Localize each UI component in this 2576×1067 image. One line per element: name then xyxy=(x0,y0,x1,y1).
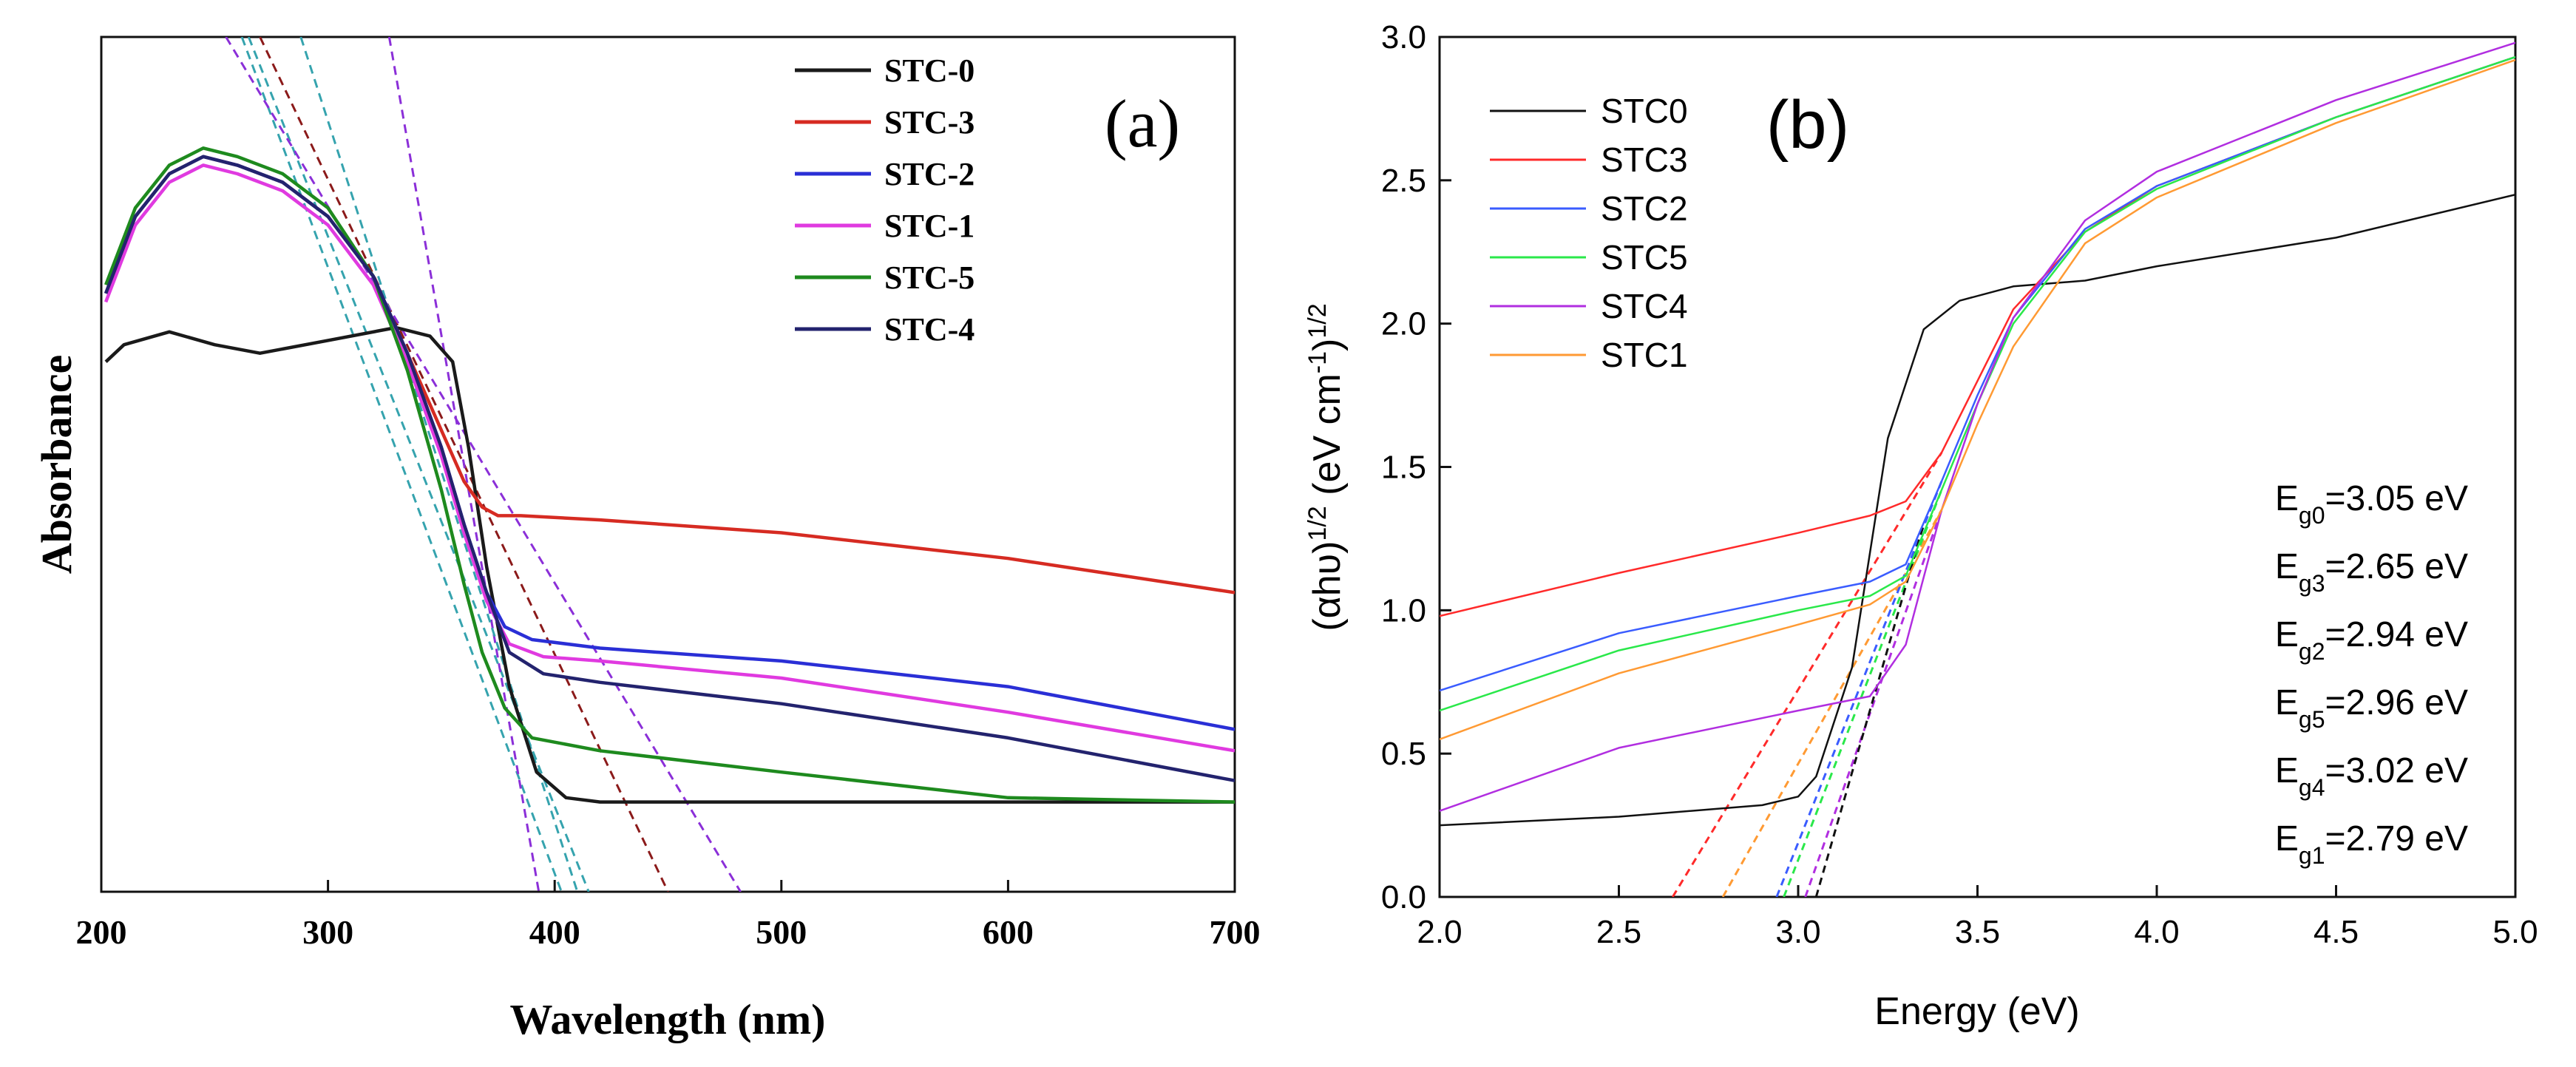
x-tick-label-a: 400 xyxy=(529,913,580,951)
ticks-b: 2.0 2.5 3.0 3.5 4.0 4.5 5.0 0.0 0.5 1.0 1.5 2.0 2.5 3… xyxy=(1381,19,2538,950)
ylabel-b-main: (αhυ) xyxy=(1306,541,1349,631)
panel-b: 2.0 2.5 3.0 3.5 4.0 4.5 5.0 0.0 0.5 1.0 1.5 2.0 2.5 3… xyxy=(1304,19,2538,1033)
x-tick-label-a: 500 xyxy=(756,913,807,951)
x-tick-label-a: 700 xyxy=(1210,913,1261,951)
y-tick-label-b: 0.5 xyxy=(1381,736,1426,772)
x-tick-label-b: 4.0 xyxy=(2134,914,2179,950)
x-tick-label-b: 2.5 xyxy=(1596,914,1641,950)
legend-label-b: STC5 xyxy=(1601,238,1688,277)
series-line-stc-4 xyxy=(104,155,1235,782)
legend-label-a: STC-4 xyxy=(884,311,975,348)
legend-label-a: STC-0 xyxy=(884,52,975,89)
tangent-line-b-5 xyxy=(1814,524,1925,897)
x-tick-label-a: 200 xyxy=(76,913,127,951)
ylabel-b-sup2: -1 xyxy=(1304,351,1332,373)
y-axis-label-b: (αhυ)1/2 (eV cm-1)1/2 xyxy=(1304,303,1349,631)
tangent-line-a-3 xyxy=(225,37,742,892)
tangent-line-b-3 xyxy=(1783,489,1943,897)
legend-label-b: STC3 xyxy=(1601,140,1688,179)
legend-label-b: STC0 xyxy=(1601,92,1688,130)
x-tick-label-b: 2.0 xyxy=(1417,914,1462,950)
legend-label-b: STC2 xyxy=(1601,189,1688,228)
series-line-stc4 xyxy=(1440,41,2515,812)
ylabel-b-end: ) xyxy=(1306,339,1349,351)
x-tick-label-b: 3.0 xyxy=(1775,914,1820,950)
tangent-line-b-0 xyxy=(1671,452,1943,897)
x-tick-label-a: 600 xyxy=(983,913,1034,951)
legend-label-b: STC4 xyxy=(1601,287,1688,325)
x-axis-label-a: Wavelength (nm) xyxy=(510,995,826,1043)
legend-label-a: STC-1 xyxy=(884,208,975,244)
series-line-stc-0 xyxy=(104,325,1235,804)
bandgap-label: Eg4=3.02 eV xyxy=(2275,751,2468,801)
legend-a: STC-0 STC-3 STC-2 STC-1 STC-5 STC-4 xyxy=(795,52,975,348)
bandgap-label: Eg1=2.79 eV xyxy=(2275,819,2468,869)
x-ticks-a: 200 300 400 500 600 700 xyxy=(76,880,1261,951)
bandgap-label: Eg3=2.65 eV xyxy=(2275,547,2468,597)
plot-frame-b xyxy=(1438,35,2517,898)
y-tick-label-b: 2.0 xyxy=(1381,306,1426,342)
tangent-line-b-1 xyxy=(1721,509,1943,897)
x-tick-label-b: 3.5 xyxy=(1955,914,2000,950)
series-line-stc5 xyxy=(1440,55,2515,712)
y-tick-label-b: 1.0 xyxy=(1381,592,1426,629)
tangent-line-b-4 xyxy=(1804,509,1943,897)
legend-label-b: STC1 xyxy=(1601,336,1688,374)
bandgap-label: Eg5=2.96 eV xyxy=(2275,683,2468,733)
tangent-line-a-1 xyxy=(247,37,590,892)
y-tick-label-b: 0.0 xyxy=(1381,879,1426,915)
y-axis-label-a: Absorbance xyxy=(33,355,81,574)
y-tick-label-b: 1.5 xyxy=(1381,450,1426,486)
panel-a: 200 300 400 500 600 700 STC-0STC-3STC-2STC-1S… xyxy=(33,35,1261,1043)
y-tick-label-b: 2.5 xyxy=(1381,163,1426,199)
ylabel-b-sup1: 1/2 xyxy=(1304,506,1332,541)
bandgap-label: Eg0=3.05 eV xyxy=(2275,479,2468,529)
tangent-line-a-0 xyxy=(240,37,563,892)
tangent-line-a-4 xyxy=(387,37,540,892)
tangent-line-a-5 xyxy=(299,37,579,892)
legend-label-a: STC-2 xyxy=(884,156,975,192)
series-line-stc0 xyxy=(1440,193,2515,827)
series-b xyxy=(1440,41,2515,827)
legend-b: STC0 STC3 STC2 STC5 STC4 STC1 xyxy=(1490,92,1688,374)
series-line-stc-5 xyxy=(104,146,1235,804)
legend-label-a: STC-5 xyxy=(884,260,975,296)
series-a xyxy=(104,146,1235,804)
ylabel-b-mid: (eV cm xyxy=(1306,373,1349,506)
legend-label-a: STC-3 xyxy=(884,104,975,140)
series-line-stc1 xyxy=(1440,58,2515,740)
panel-label-a: (a) xyxy=(1105,86,1180,161)
plot-frame-a xyxy=(100,35,1236,893)
panel-label-b: (b) xyxy=(1766,87,1849,163)
ylabel-b-sup3: 1/2 xyxy=(1304,303,1332,338)
series-line-stc2 xyxy=(1440,55,2515,692)
x-axis-label-b: Energy (eV) xyxy=(1874,990,2079,1033)
x-tick-label-b: 5.0 xyxy=(2492,914,2538,950)
series-line-stc-1 xyxy=(104,163,1235,753)
tangent-lines-b xyxy=(1671,452,1943,897)
x-tick-label-a: 300 xyxy=(302,913,353,951)
y-tick-label-b: 3.0 xyxy=(1381,19,1426,55)
x-tick-label-b: 4.5 xyxy=(2314,914,2359,950)
bandgap-label: Eg2=2.94 eV xyxy=(2275,615,2468,665)
bandgap-annotations: Eg0=3.05 eV Eg3=2.65 eV Eg2=2.94 eV Eg5=2.9… xyxy=(2275,479,2468,869)
